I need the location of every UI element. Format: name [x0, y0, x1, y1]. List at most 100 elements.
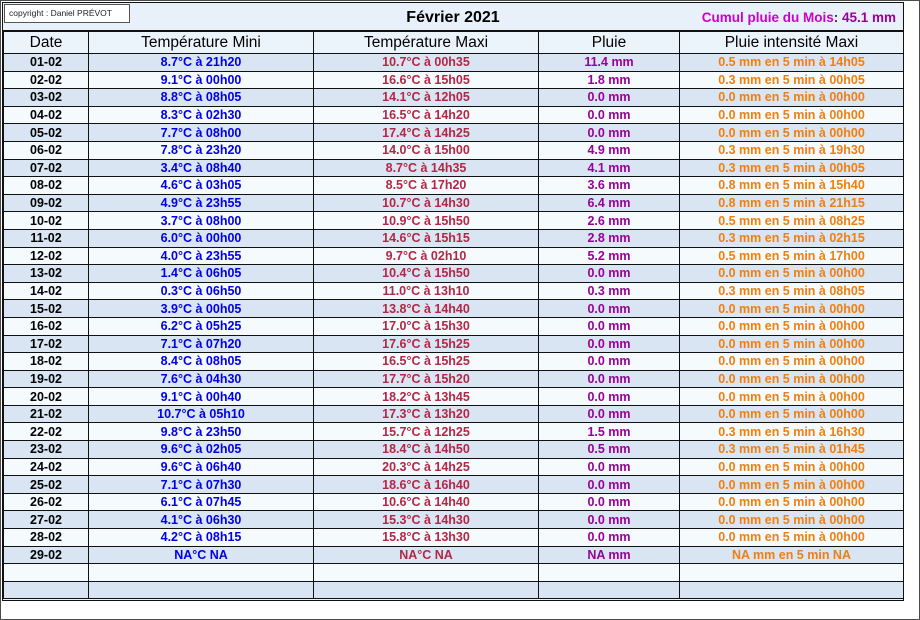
temp-mini-cell	[88, 580, 314, 600]
column-header-date: Date	[3, 31, 89, 54]
temp-maxi-cell: 17.0°C à 15h30	[313, 316, 539, 336]
temp-maxi-cell: 18.2°C à 13h45	[313, 387, 539, 406]
table-row: 07-02 3.4°C à 08h40 8.7°C à 14h35 4.1 mm…	[3, 158, 904, 178]
monthly-report-box: copyright : Daniel PRÉVOT Février 2021 C…	[2, 2, 904, 601]
table-row: 29-02 NA°C NA NA°C NA NA mm NA mm en 5 m…	[3, 545, 904, 565]
pluie-cell: 4.9 mm	[538, 140, 680, 160]
date-cell: 09-02	[3, 193, 89, 213]
temp-maxi-cell: 17.4°C à 14h25	[313, 123, 539, 142]
temp-mini-cell: 9.8°C à 23h50	[88, 422, 314, 442]
temp-mini-cell: 4.6°C à 03h05	[88, 176, 314, 195]
pluie-cell: 0.3 mm	[538, 281, 680, 301]
date-cell: 08-02	[3, 176, 89, 195]
pluie-cell: 0.0 mm	[538, 88, 680, 107]
temp-maxi-cell: 17.6°C à 15h25	[313, 334, 539, 354]
table-row: 27-02 4.1°C à 06h30 15.3°C à 14h30 0.0 m…	[3, 510, 904, 530]
pluie-cell: 2.8 mm	[538, 228, 680, 248]
temp-maxi-cell: 17.7°C à 15h20	[313, 369, 539, 389]
date-cell: 01-02	[3, 53, 89, 72]
date-cell: 04-02	[3, 105, 89, 125]
temp-maxi-cell: 10.4°C à 15h50	[313, 264, 539, 283]
pluie-cell: 0.0 mm	[538, 387, 680, 406]
table-row: 09-02 4.9°C à 23h55 10.7°C à 14h30 6.4 m…	[3, 193, 904, 213]
date-cell: 05-02	[3, 123, 89, 142]
date-cell: 03-02	[3, 88, 89, 107]
temp-maxi-cell: 16.6°C à 15h05	[313, 70, 539, 90]
column-header-temperature-mini: Température Mini	[88, 31, 314, 54]
date-cell: 23-02	[3, 440, 89, 459]
pluie-cell: 0.0 mm	[538, 352, 680, 371]
temp-mini-cell: 7.7°C à 08h00	[88, 123, 314, 142]
intensite-cell: 0.0 mm en 5 min à 00h00	[679, 387, 904, 406]
temp-mini-cell: 3.4°C à 08h40	[88, 158, 314, 178]
pluie-cell: 2.6 mm	[538, 211, 680, 230]
temp-mini-cell: NA°C NA	[88, 545, 314, 565]
temp-mini-cell: 4.1°C à 06h30	[88, 510, 314, 530]
pluie-cell: 0.0 mm	[538, 123, 680, 142]
temp-maxi-cell: 15.8°C à 13h30	[313, 528, 539, 547]
date-cell: 17-02	[3, 334, 89, 354]
table-row: 06-02 7.8°C à 23h20 14.0°C à 15h00 4.9 m…	[3, 140, 904, 160]
pluie-cell	[538, 563, 680, 582]
table-row: 20-02 9.1°C à 00h40 18.2°C à 13h45 0.0 m…	[3, 387, 904, 406]
intensite-cell: 0.5 mm en 5 min à 14h05	[679, 53, 904, 72]
pluie-cell: 0.0 mm	[538, 299, 680, 318]
temp-mini-cell: 4.9°C à 23h55	[88, 193, 314, 213]
table-row: 23-02 9.6°C à 02h05 18.4°C à 14h50 0.5 m…	[3, 440, 904, 459]
table-row	[3, 563, 904, 582]
table-row: 12-02 4.0°C à 23h55 9.7°C à 02h10 5.2 mm…	[3, 246, 904, 266]
intensite-cell: 0.0 mm en 5 min à 00h00	[679, 457, 904, 477]
temp-mini-cell: 6.0°C à 00h00	[88, 228, 314, 248]
intensite-cell: 0.5 mm en 5 min à 17h00	[679, 246, 904, 266]
date-cell: 10-02	[3, 211, 89, 230]
temp-mini-cell: 9.6°C à 02h05	[88, 440, 314, 459]
pluie-cell: 0.0 mm	[538, 510, 680, 530]
temp-mini-cell: 8.4°C à 08h05	[88, 352, 314, 371]
intensite-cell: 0.0 mm en 5 min à 00h00	[679, 352, 904, 371]
temp-maxi-cell: 20.3°C à 14h25	[313, 457, 539, 477]
pluie-cell: 0.0 mm	[538, 105, 680, 125]
temp-maxi-cell: 14.6°C à 15h15	[313, 228, 539, 248]
table-row: 18-02 8.4°C à 08h05 16.5°C à 15h25 0.0 m…	[3, 352, 904, 371]
intensite-cell: 0.0 mm en 5 min à 00h00	[679, 105, 904, 125]
pluie-cell: 0.5 mm	[538, 440, 680, 459]
temp-maxi-cell	[313, 563, 539, 582]
intensite-cell: NA mm en 5 min NA	[679, 545, 904, 565]
temp-mini-cell	[88, 563, 314, 582]
pluie-cell: 0.0 mm	[538, 264, 680, 283]
temp-mini-cell: 7.1°C à 07h20	[88, 334, 314, 354]
temp-mini-cell: 0.3°C à 06h50	[88, 281, 314, 301]
month-rain-total-separator: :	[833, 10, 842, 25]
intensite-cell: 0.3 mm en 5 min à 00h05	[679, 70, 904, 90]
column-header-temperature-maxi: Température Maxi	[313, 31, 539, 54]
temp-mini-cell: 3.7°C à 08h00	[88, 211, 314, 230]
temp-mini-cell: 4.2°C à 08h15	[88, 528, 314, 547]
copyright-notice: copyright : Daniel PRÉVOT	[4, 4, 130, 23]
pluie-cell: NA mm	[538, 545, 680, 565]
month-rain-total: Cumul pluie du Mois: 45.1 mm	[702, 3, 896, 30]
date-cell	[3, 563, 89, 582]
pluie-cell: 5.2 mm	[538, 246, 680, 266]
intensite-cell: 0.8 mm en 5 min à 15h40	[679, 176, 904, 195]
table-row: 08-02 4.6°C à 03h05 8.5°C à 17h20 3.6 mm…	[3, 176, 904, 195]
temp-mini-cell: 6.1°C à 07h45	[88, 492, 314, 512]
temp-maxi-cell: 15.7°C à 12h25	[313, 422, 539, 442]
date-cell: 26-02	[3, 492, 89, 512]
temp-maxi-cell: 16.5°C à 14h20	[313, 105, 539, 125]
table-row: 11-02 6.0°C à 00h00 14.6°C à 15h15 2.8 m…	[3, 228, 904, 248]
intensite-cell: 0.0 mm en 5 min à 00h00	[679, 475, 904, 494]
temp-mini-cell: 4.0°C à 23h55	[88, 246, 314, 266]
date-cell: 06-02	[3, 140, 89, 160]
temp-maxi-cell: 10.7°C à 14h30	[313, 193, 539, 213]
table-row: 22-02 9.8°C à 23h50 15.7°C à 12h25 1.5 m…	[3, 422, 904, 442]
temp-mini-cell: 9.1°C à 00h00	[88, 70, 314, 90]
intensite-cell: 0.3 mm en 5 min à 00h05	[679, 158, 904, 178]
date-cell: 07-02	[3, 158, 89, 178]
table-row: 15-02 3.9°C à 00h05 13.8°C à 14h40 0.0 m…	[3, 299, 904, 318]
date-cell: 02-02	[3, 70, 89, 90]
table-row: 14-02 0.3°C à 06h50 11.0°C à 13h10 0.3 m…	[3, 281, 904, 301]
pluie-cell: 0.0 mm	[538, 334, 680, 354]
date-cell: 19-02	[3, 369, 89, 389]
pluie-cell: 0.0 mm	[538, 475, 680, 494]
